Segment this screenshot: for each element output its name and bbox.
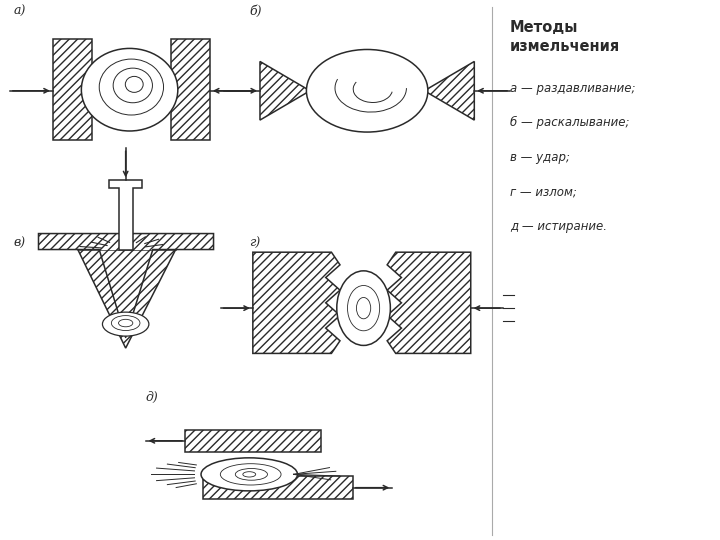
Bar [171,39,210,140]
Text: Методы
измельчения: Методы измельчения [510,21,621,54]
Ellipse shape [201,458,297,491]
Text: а): а) [14,5,26,18]
Polygon shape [387,252,471,353]
Text: в — удар;: в — удар; [510,151,570,164]
Polygon shape [260,62,310,120]
Ellipse shape [102,312,149,336]
Bar [185,430,320,452]
Text: д — истирание.: д — истирание. [510,220,607,233]
Polygon shape [38,233,214,348]
Text: г — излом;: г — излом; [510,186,577,199]
Ellipse shape [307,50,428,132]
Ellipse shape [337,271,390,346]
Bar [53,39,92,140]
Text: б): б) [249,5,262,18]
Polygon shape [253,252,340,353]
Text: а — раздавливание;: а — раздавливание; [510,82,636,94]
Text: г): г) [249,237,261,250]
Polygon shape [109,180,142,249]
Polygon shape [424,62,474,120]
Ellipse shape [81,49,178,131]
Text: в): в) [14,237,26,250]
Text: б — раскалывание;: б — раскалывание; [510,116,629,130]
Text: д): д) [145,392,158,404]
Bar [203,476,353,499]
